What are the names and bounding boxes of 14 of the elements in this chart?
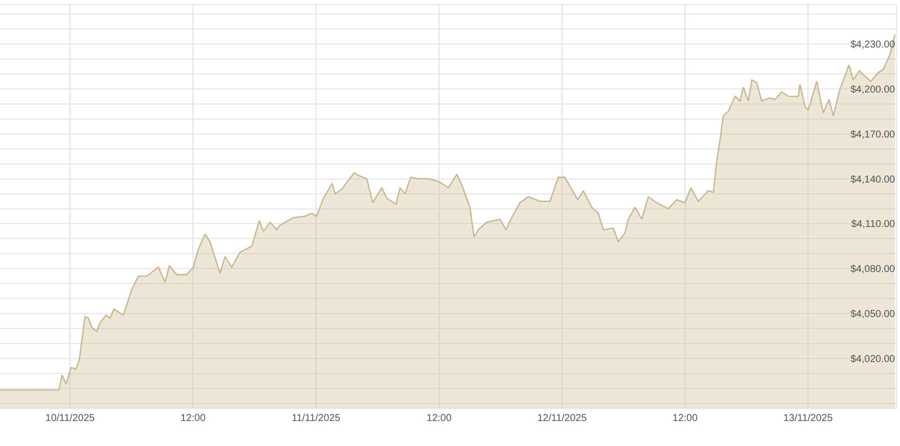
x-tick-label: 12:00 xyxy=(426,413,452,424)
y-tick-label: $4,080.00 xyxy=(850,264,896,276)
y-tick-label: $4,020.00 xyxy=(850,354,896,366)
x-tick-label: 13/11/2025 xyxy=(783,413,834,424)
x-tick-label: 11/11/2025 xyxy=(292,413,341,424)
x-tick-label: 12:00 xyxy=(180,413,206,424)
y-tick-label: $4,140.00 xyxy=(850,174,896,186)
x-tick-label: 12/11/2025 xyxy=(537,413,588,424)
y-tick-label: $4,170.00 xyxy=(850,129,896,140)
y-tick-label: $4,200.00 xyxy=(850,84,896,96)
y-tick-label: $4,050.00 xyxy=(850,309,896,320)
x-tick-label: 12:00 xyxy=(672,413,698,424)
y-tick-label: $4,110.00 xyxy=(851,219,896,230)
x-tick-label: 10/11/2025 xyxy=(45,413,96,424)
